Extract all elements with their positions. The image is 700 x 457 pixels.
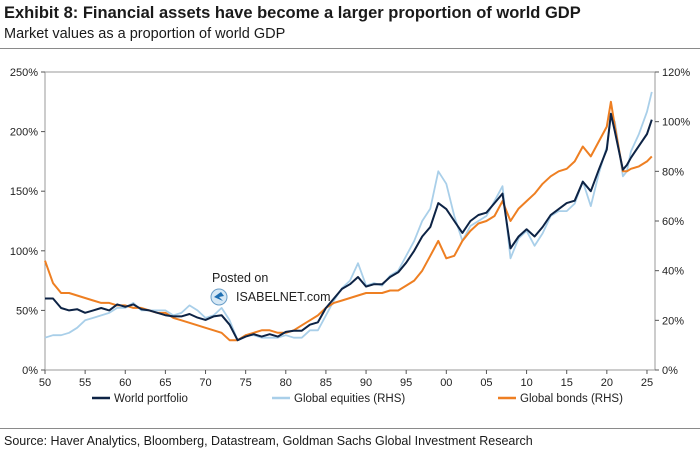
chart-title: Exhibit 8: Financial assets have become … xyxy=(4,4,581,22)
watermark-line1: Posted on xyxy=(212,271,268,285)
x-tick-label: 90 xyxy=(360,377,372,389)
y-left-tick-label: 50% xyxy=(16,305,38,317)
chart-subtitle: Market values as a proportion of world G… xyxy=(4,26,286,42)
y-left-tick-label: 100% xyxy=(10,246,38,258)
chart-legend: World portfolio Global equities (RHS) Glob… xyxy=(92,393,623,405)
y-right-tick-label: 60% xyxy=(662,216,684,228)
header-divider xyxy=(0,48,700,49)
y-right-tick-label: 40% xyxy=(662,266,684,278)
chart: 0% 50% 100% 150% 200% 250% 0% 20% 40% 60% 80% 100% 1… xyxy=(10,67,690,405)
y-right-tick-label: 80% xyxy=(662,166,684,178)
x-tick-label: 50 xyxy=(39,377,51,389)
series-line-world-portfolio xyxy=(45,112,653,342)
y-right-tick-label: 20% xyxy=(662,315,684,327)
chart-series xyxy=(44,91,653,342)
y-right-tick-label: 0% xyxy=(662,365,678,377)
watermark-line2: ISABELNET.com xyxy=(236,290,330,304)
x-tick-label: 65 xyxy=(159,377,171,389)
x-tick-label: 15 xyxy=(561,377,573,389)
y-left-tick-label: 150% xyxy=(10,186,38,198)
x-tick-label: 20 xyxy=(601,377,613,389)
watermark-bird-icon xyxy=(210,288,228,306)
x-tick-label: 10 xyxy=(520,377,532,389)
x-tick-label: 55 xyxy=(79,377,91,389)
x-tick-label: 80 xyxy=(280,377,292,389)
x-tick-label: 75 xyxy=(240,377,252,389)
legend-label-global-equities-rhs: Global equities (RHS) xyxy=(294,393,405,405)
chart-axes: 0% 50% 100% 150% 200% 250% 0% 20% 40% 60% 80% 100% 1… xyxy=(10,67,690,389)
x-tick-label: 95 xyxy=(400,377,412,389)
y-right-tick-label: 100% xyxy=(662,117,690,129)
footer-divider xyxy=(0,428,700,429)
legend-label-world-portfolio: World portfolio xyxy=(114,393,188,405)
source-note: Source: Haver Analytics, Bloomberg, Data… xyxy=(4,434,533,448)
plot-frame xyxy=(44,71,656,371)
x-tick-label: 70 xyxy=(199,377,211,389)
y-left-tick-label: 0% xyxy=(22,365,38,377)
y-left-tick-label: 200% xyxy=(10,127,38,139)
x-tick-label: 00 xyxy=(440,377,452,389)
x-tick-label: 60 xyxy=(119,377,131,389)
series-line-global-equities-rhs xyxy=(44,91,653,342)
y-left-tick-label: 250% xyxy=(10,67,38,79)
x-tick-label: 25 xyxy=(641,377,653,389)
y-right-tick-label: 120% xyxy=(662,67,690,79)
x-tick-label: 05 xyxy=(480,377,492,389)
x-tick-label: 85 xyxy=(320,377,332,389)
legend-label-global-bonds-rhs: Global bonds (RHS) xyxy=(520,393,623,405)
watermark: Posted on ISABELNET.com xyxy=(210,271,330,306)
